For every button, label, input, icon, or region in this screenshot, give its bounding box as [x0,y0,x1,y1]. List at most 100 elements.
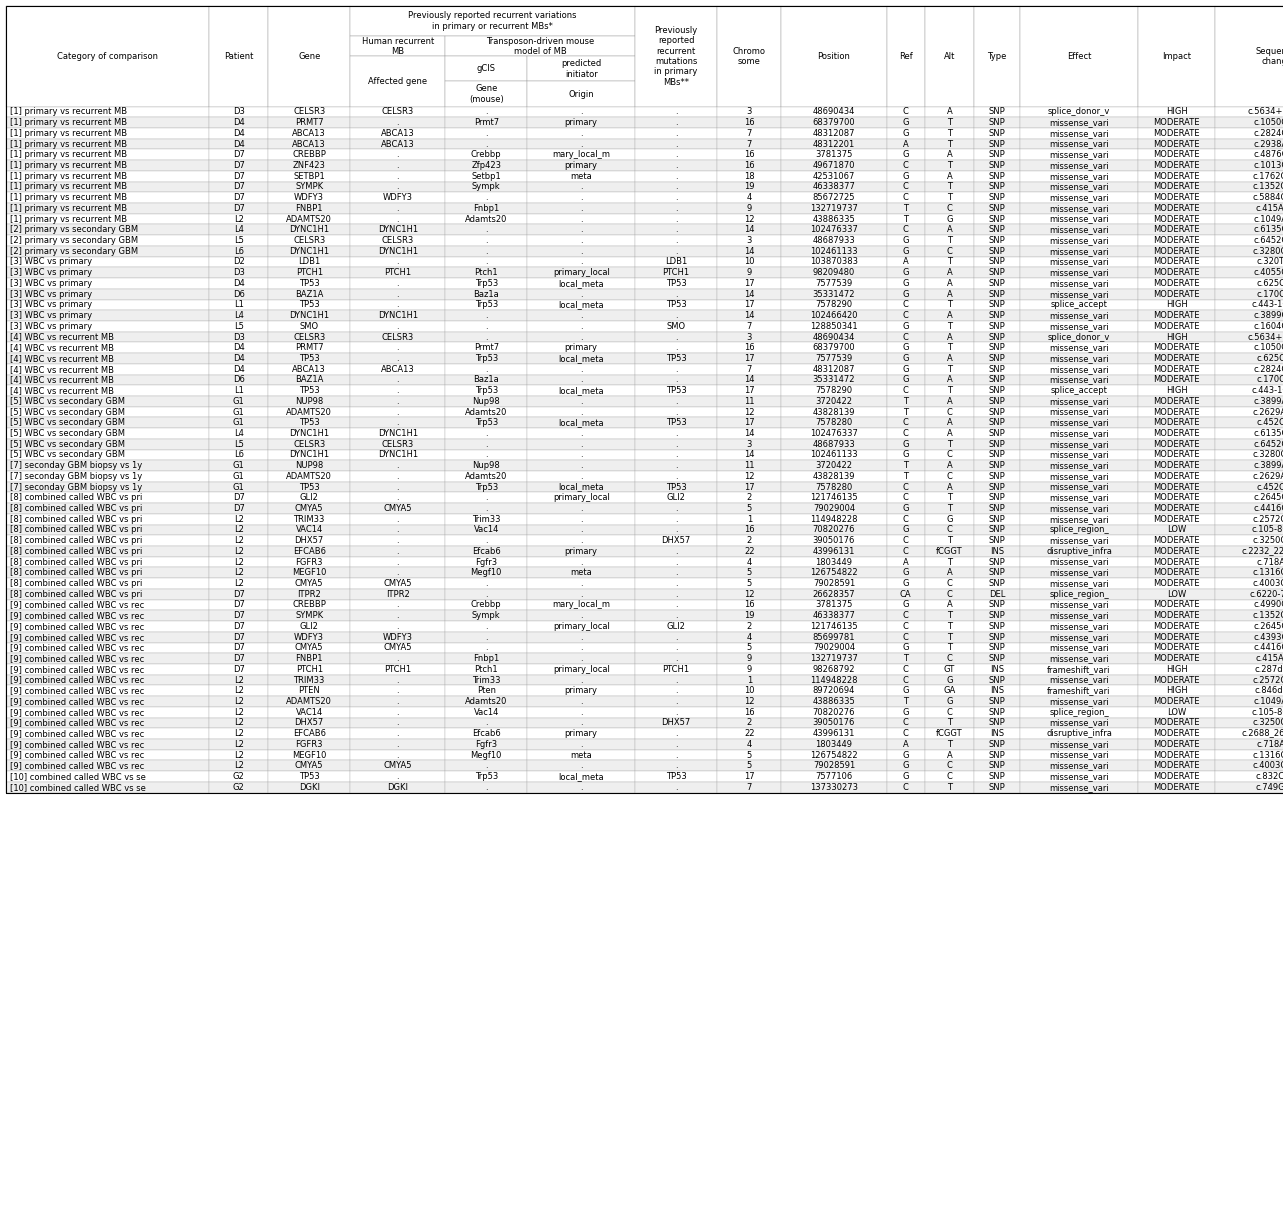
Text: missense_vari: missense_vari [1049,203,1109,213]
Text: .: . [675,526,677,534]
Text: L2: L2 [234,718,244,728]
Text: C: C [903,514,908,524]
Text: G: G [902,503,910,513]
Bar [974,492,1020,503]
Text: 14: 14 [744,289,754,299]
Text: [5] WBC vs secondary GBM: [5] WBC vs secondary GBM [10,418,126,428]
Text: L2: L2 [234,579,244,588]
Text: [3] WBC vs primary: [3] WBC vs primary [10,311,92,320]
Bar [717,750,781,761]
Bar [445,235,527,246]
Bar [717,289,781,299]
Text: [8] combined called WBC vs pri: [8] combined called WBC vs pri [10,526,142,534]
Text: [1] primary vs recurrent MB: [1] primary vs recurrent MB [10,129,127,138]
Text: G2: G2 [232,783,245,791]
Text: G: G [902,440,910,448]
Bar [635,364,717,375]
Bar [925,256,974,267]
Bar [781,492,887,503]
Text: .: . [675,225,677,234]
Bar [887,524,925,535]
Bar [1215,224,1283,235]
Text: C: C [903,429,908,439]
Text: 102461133: 102461133 [810,246,858,256]
Text: SNP: SNP [988,483,1006,491]
Bar [781,450,887,461]
Bar [781,407,887,418]
Bar [1020,385,1138,396]
Bar [925,246,974,257]
Text: c.1013C>A: c.1013C>A [1253,160,1283,170]
Text: .: . [675,708,677,717]
Text: c.2688_2693dup: c.2688_2693dup [1242,729,1283,739]
Text: .: . [485,140,488,148]
Text: A: A [947,568,952,577]
Bar [6,600,209,610]
Bar [781,503,887,513]
Bar [925,556,974,567]
Text: .: . [580,579,582,588]
Bar [350,246,445,257]
Bar [717,396,781,407]
Text: TP53: TP53 [666,279,686,288]
Text: c.3250G>A: c.3250G>A [1252,537,1283,545]
Text: TP53: TP53 [299,772,319,782]
Bar [635,289,717,299]
Text: D7: D7 [232,654,245,663]
Bar [209,407,268,418]
Text: [9] combined called WBC vs rec: [9] combined called WBC vs rec [10,600,145,610]
Text: .: . [580,557,582,567]
Bar [268,203,350,213]
Bar [445,418,527,428]
Text: SNP: SNP [988,140,1006,148]
Text: [1] primary vs recurrent MB: [1] primary vs recurrent MB [10,151,127,159]
Bar [635,707,717,718]
Text: T: T [947,322,952,331]
Text: TP53: TP53 [299,483,319,491]
Bar [635,213,717,224]
Bar [350,589,445,600]
Text: Chromo
some: Chromo some [733,47,766,66]
Text: T: T [947,300,952,310]
Bar [974,450,1020,461]
Text: 121746135: 121746135 [810,494,858,502]
Text: c.1352G>A: c.1352G>A [1252,611,1283,620]
Bar [209,267,268,278]
Bar [635,396,717,407]
Text: C: C [903,546,908,556]
Text: L4: L4 [234,225,244,234]
Bar [445,772,527,782]
Bar [925,149,974,160]
Bar [1138,192,1215,203]
Bar [527,213,635,224]
Bar [781,546,887,556]
Bar [781,461,887,472]
Text: MODERATE: MODERATE [1153,729,1200,739]
Text: 2: 2 [747,622,752,631]
Text: 12: 12 [744,214,754,224]
Text: A: A [947,375,952,385]
Bar [717,129,781,138]
Bar [635,256,717,267]
Text: MODERATE: MODERATE [1153,761,1200,771]
Text: c.2645C>T: c.2645C>T [1253,494,1283,502]
Text: .: . [675,214,677,224]
Text: MODERATE: MODERATE [1153,537,1200,545]
Bar [887,696,925,707]
Bar [887,750,925,761]
Text: Sympk: Sympk [472,183,500,191]
Bar [925,375,974,385]
Text: missense_vari: missense_vari [1049,151,1109,159]
Bar [209,642,268,653]
Bar [268,439,350,450]
Bar [635,567,717,578]
Bar [1138,642,1215,653]
Bar [350,707,445,718]
Bar [527,332,635,342]
Bar [527,675,635,686]
Bar [527,118,635,127]
Text: A: A [947,172,952,181]
Bar [350,621,445,632]
Text: SNP: SNP [988,772,1006,782]
Bar [1215,621,1283,632]
